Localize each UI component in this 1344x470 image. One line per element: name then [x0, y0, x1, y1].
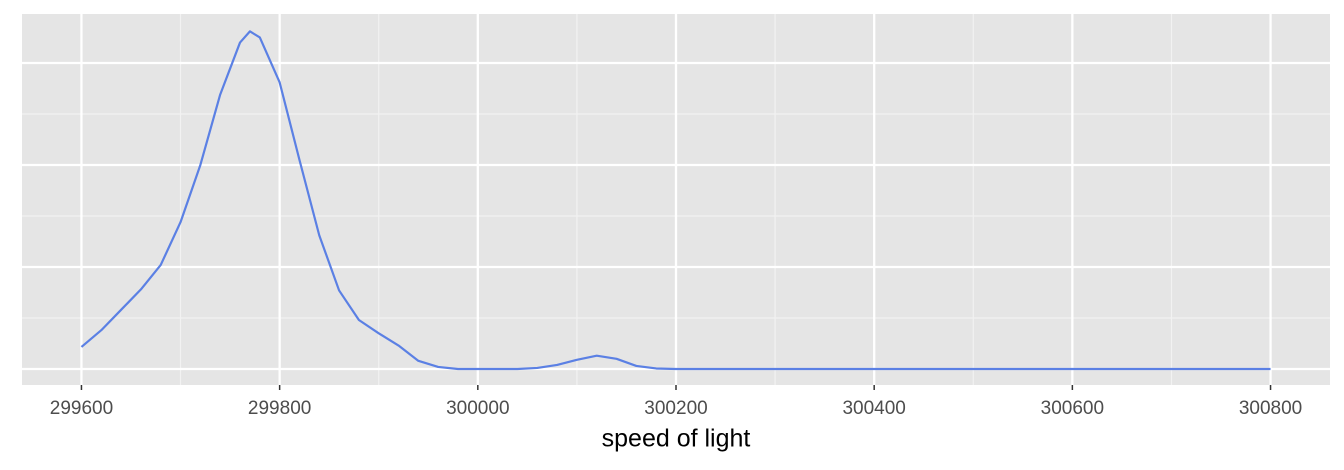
x-tick-label: 299600: [50, 398, 113, 419]
density-line: [80, 30, 1271, 371]
x-tick-label: 300600: [1041, 398, 1104, 419]
x-tick-label: 300400: [842, 398, 905, 419]
x-tick-label: 300000: [446, 398, 509, 419]
x-tick-label: 300200: [644, 398, 707, 419]
x-tick-label: 300800: [1239, 398, 1302, 419]
x-axis-title: speed of light: [602, 425, 751, 453]
x-tick-label: 299800: [248, 398, 311, 419]
